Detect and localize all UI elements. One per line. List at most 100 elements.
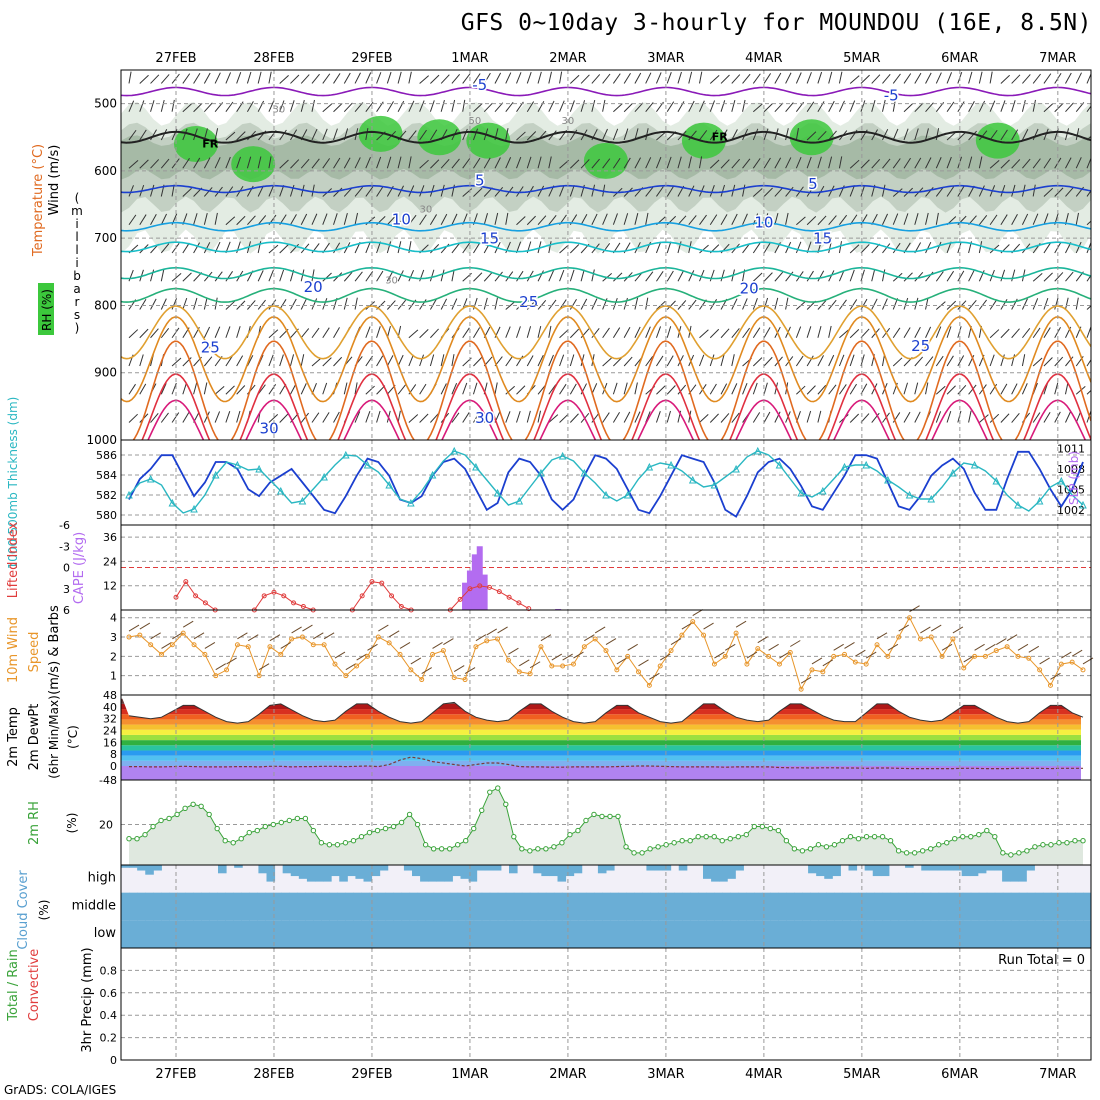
chart-title: GFS 0~10day 3-hourly for MOUNDOU (16E, 8… [460, 10, 1092, 36]
wind10m-barb [670, 638, 682, 645]
cloud-cell [946, 920, 956, 948]
ytick-slp: 1011 [1057, 442, 1085, 455]
wind10m-barb [432, 642, 443, 649]
wind-barb [1064, 128, 1070, 141]
wind-barb [709, 129, 718, 141]
wind10m-point [159, 651, 165, 657]
wind-barb [817, 410, 822, 423]
wind-barb [1086, 220, 1091, 226]
wind-barb [666, 241, 672, 254]
cloud-cell [654, 865, 664, 871]
cape-bar [476, 546, 483, 610]
wind-barb [139, 328, 149, 339]
wind10m-point [1004, 644, 1010, 650]
cloud-cell [420, 865, 429, 882]
wind10m-point [581, 644, 587, 650]
cape-axis-label: CAPE (J/kg) [72, 532, 87, 604]
wind-barb [914, 72, 922, 84]
wind-barb [914, 326, 921, 338]
wind-barb [397, 215, 407, 226]
wind-barb [354, 382, 358, 395]
wind-barb [634, 157, 641, 169]
cloud-unit-label: (%) [37, 900, 51, 921]
wind-barb [537, 241, 542, 254]
isotherm-label: 10 [754, 213, 773, 231]
wind10m-point [917, 636, 923, 642]
cloud-cell [457, 892, 467, 921]
rh2m-point [270, 821, 277, 828]
rh2m-point [1008, 852, 1014, 858]
wind-barb [569, 328, 580, 339]
rh2m-point [591, 811, 597, 818]
wind-barb [430, 244, 440, 254]
ytick-precip: 0.2 [100, 1032, 118, 1045]
cloud-cell [306, 865, 316, 882]
isotherm [121, 86, 1091, 97]
cloud-cell [347, 865, 356, 877]
cloud-cell [646, 865, 655, 871]
wind-barb [1075, 128, 1080, 141]
wind-barb [462, 382, 468, 395]
wind10m-point [668, 648, 674, 654]
wind-barb [731, 213, 738, 225]
precip-total-label: Total / Rain [6, 949, 21, 1022]
wind-barb [655, 241, 662, 254]
cloud-cell [185, 920, 194, 948]
isotherm-label: 5 [475, 172, 485, 190]
wind-barb [623, 213, 629, 225]
wind-barb [354, 186, 363, 197]
cloud-cell [545, 892, 555, 921]
cloud-cell [994, 892, 1004, 921]
wind10m-barb [378, 624, 389, 632]
cloud-cell [273, 920, 282, 948]
wind10m-point [451, 675, 457, 681]
ytick-precip: 0 [110, 1054, 117, 1067]
wind-barb [709, 383, 717, 395]
wind-barb [752, 128, 759, 141]
wind10m-point [1015, 653, 1021, 659]
temp2m-axis-label: (6hr Min/Max) [47, 695, 61, 779]
rh2m-point [719, 838, 725, 844]
wind10m-point [679, 632, 685, 638]
thickness-point [862, 460, 870, 469]
cloud-cell [898, 920, 908, 948]
wind-barb [171, 357, 182, 367]
thickness-point [992, 476, 1001, 485]
ytick-pressure: 900 [94, 366, 117, 380]
cloud-cell [577, 920, 587, 948]
ytick-temp: 40 [103, 701, 117, 714]
wind-barb [1043, 297, 1049, 310]
thickness-point [537, 468, 545, 477]
rh2m-point [511, 833, 517, 840]
wind-barb [365, 156, 371, 169]
cloud-cell [369, 920, 379, 948]
wind-barb [139, 214, 147, 225]
wind-barb [655, 72, 662, 84]
cloud-cell [249, 892, 258, 921]
cloud-cell [345, 920, 354, 948]
wind-barb [1032, 99, 1036, 112]
cloud-cell [770, 892, 779, 921]
wind-barb [516, 270, 524, 282]
cloud-cell [201, 892, 210, 921]
isotherm-label: 30 [260, 419, 279, 437]
cloud-cell [597, 865, 607, 874]
wind-barb [150, 328, 159, 339]
cloud-cell [674, 920, 683, 948]
wind-barb [882, 213, 889, 225]
wind-barb [989, 244, 1000, 254]
run-total-label: Run Total = 0 [998, 953, 1085, 968]
wind-barb [645, 326, 651, 338]
rh2m-point [1048, 842, 1054, 848]
wind-barb [903, 73, 912, 84]
wind-barb [408, 130, 417, 141]
cloud-cell [553, 920, 563, 948]
wind-barb [322, 73, 331, 84]
wind-barb [451, 243, 460, 254]
rh2m-point [551, 844, 557, 850]
wind-barb [688, 156, 692, 169]
wind-barb [429, 129, 438, 141]
cloud-cell [1050, 892, 1060, 921]
cloud-cell [129, 892, 138, 921]
cloud-cell [145, 892, 154, 921]
